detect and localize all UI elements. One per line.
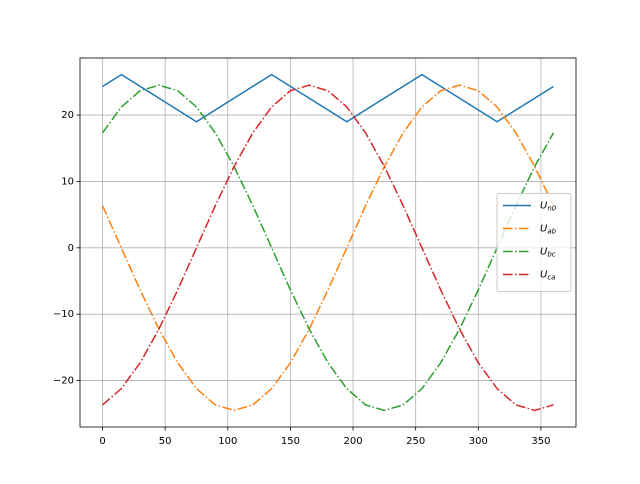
legend-box [496, 193, 572, 292]
x-tick-label: 300 [469, 436, 488, 447]
series-line [102, 84, 554, 412]
x-tick-label: 250 [406, 436, 425, 447]
x-tick-label: 50 [159, 436, 172, 447]
y-tick-label: 20 [61, 110, 74, 121]
axes-frame [79, 57, 577, 428]
legend-label: Ubc [540, 247, 556, 259]
y-tick-label: −10 [53, 309, 74, 320]
legend-label: Uab [540, 224, 557, 236]
series-line [102, 73, 554, 123]
y-tick-label: 0 [68, 243, 74, 254]
legend: Un0 Uab Ubc Uca [496, 193, 572, 292]
x-tick-label: 0 [99, 436, 105, 447]
y-tick-label: −20 [53, 376, 74, 387]
y-tick-label: 10 [61, 176, 74, 187]
series-line [101, 84, 555, 412]
x-tick-label: 100 [218, 436, 237, 447]
legend-label: Un0 [540, 201, 557, 213]
x-tick-label: 150 [281, 436, 300, 447]
legend-label: Uca [540, 270, 555, 282]
x-tick-label: 350 [531, 436, 550, 447]
x-tick-label: 200 [344, 436, 363, 447]
